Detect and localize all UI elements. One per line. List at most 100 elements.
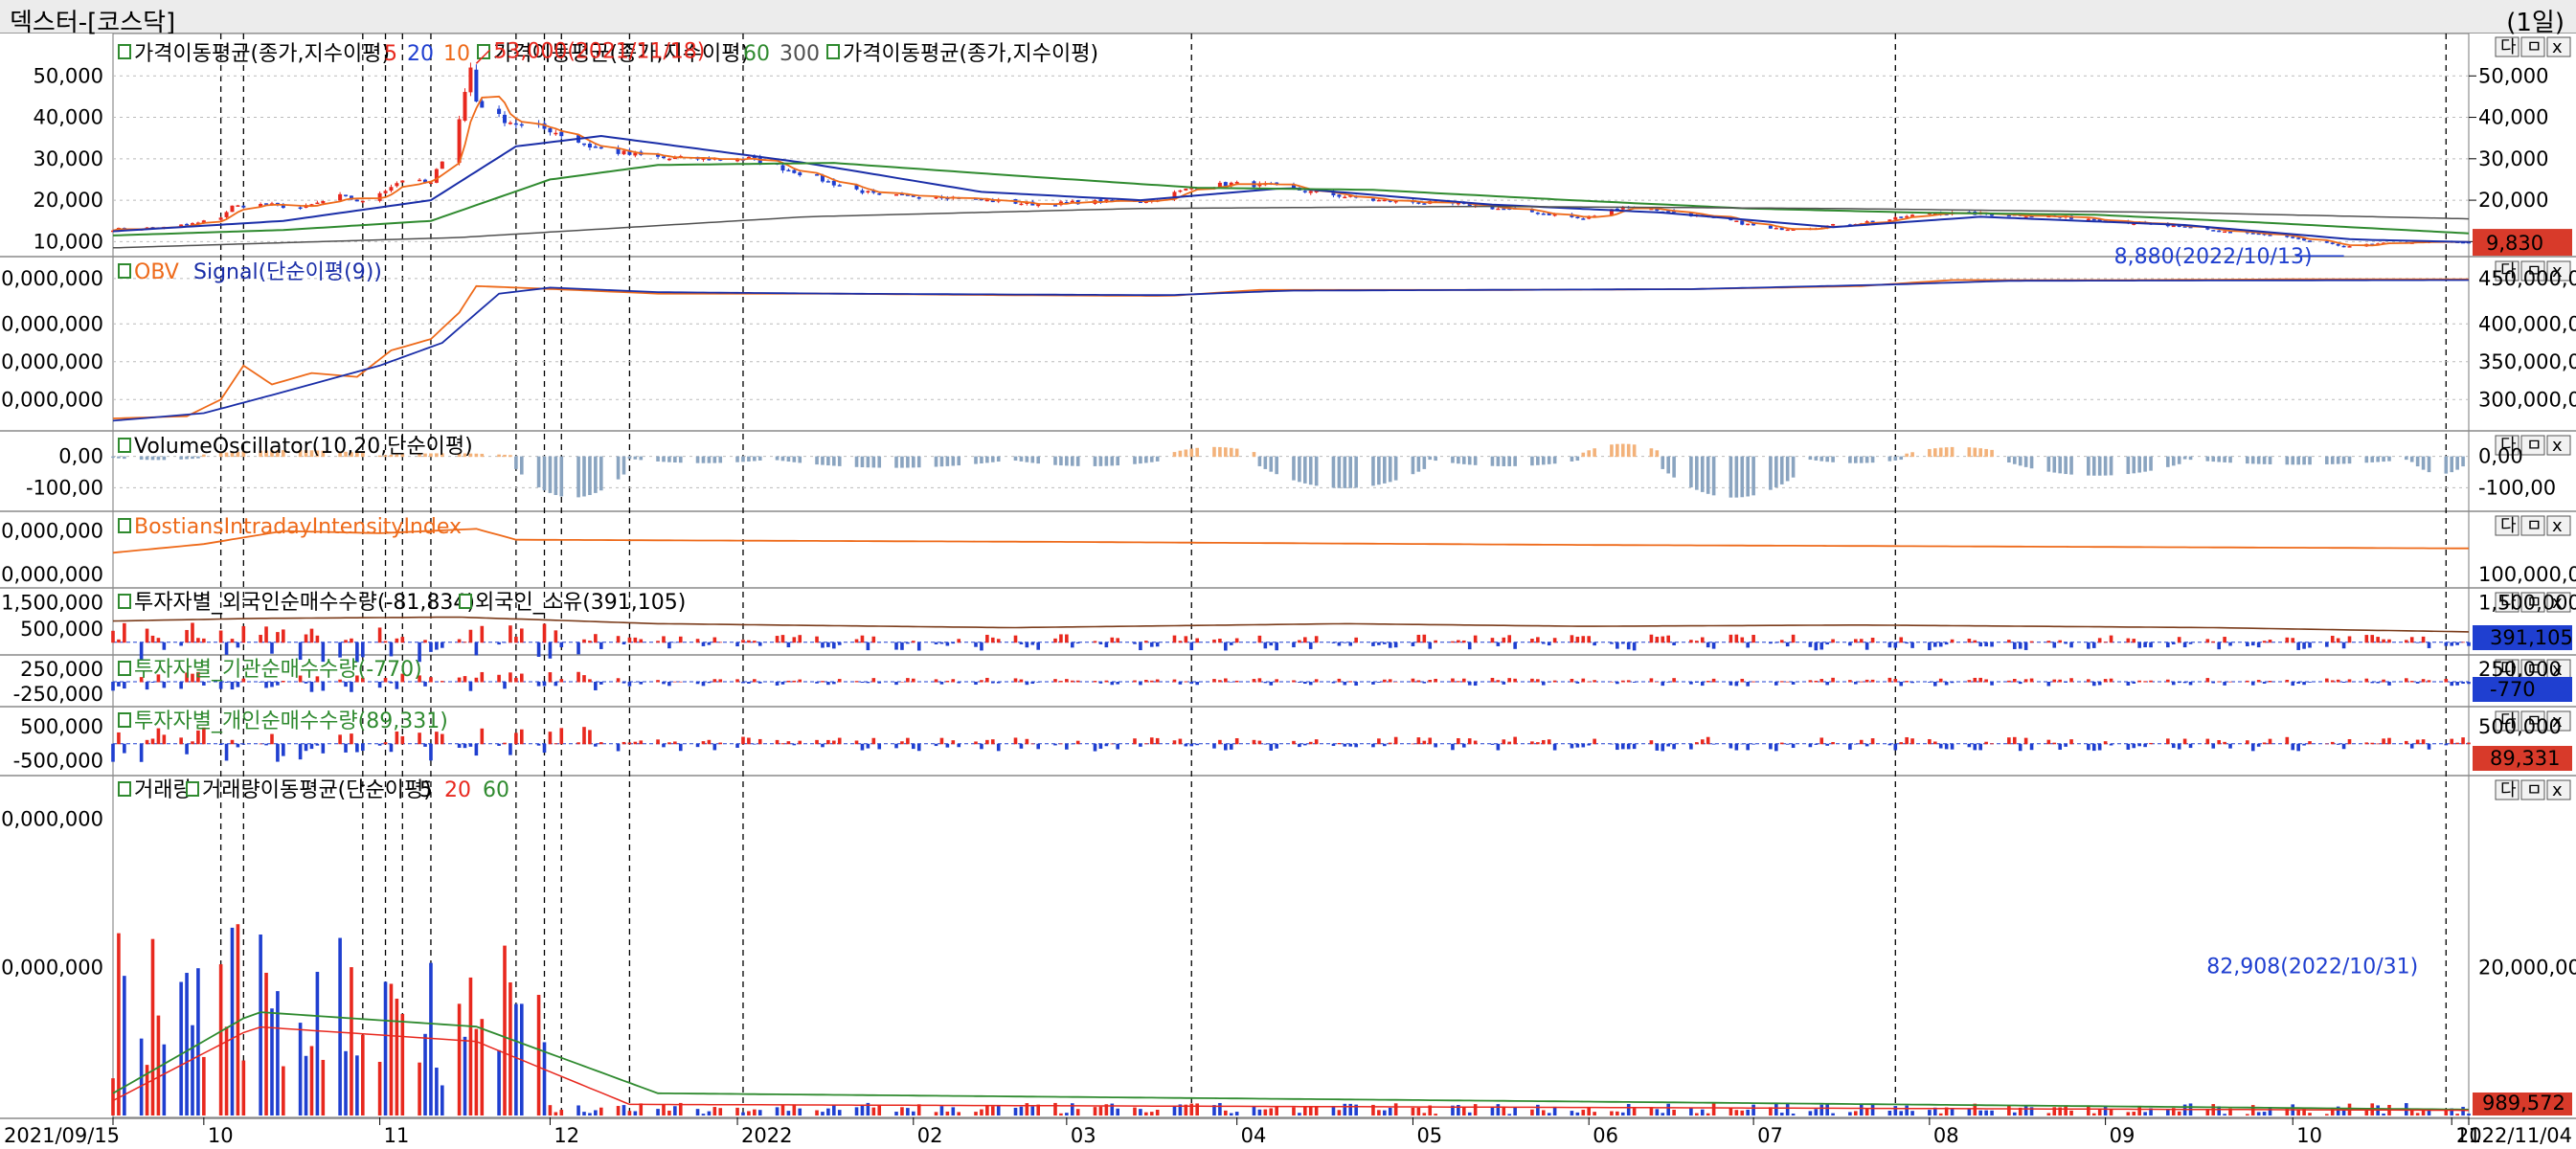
panel-control-label[interactable]: 다: [2500, 711, 2517, 732]
panel-control-label[interactable]: x: [2552, 37, 2563, 57]
panel-control-label[interactable]: x: [2552, 593, 2563, 613]
institution-bar: [1854, 682, 1858, 685]
panel-control-button[interactable]: [2546, 435, 2571, 456]
vo-bar: [2268, 456, 2272, 464]
individual-bar: [1144, 743, 1148, 745]
volume-bar: [1672, 1109, 1676, 1115]
panel-control-label[interactable]: ㅁ: [2526, 660, 2542, 680]
panel-control-label[interactable]: 다: [2500, 261, 2517, 282]
volume-bar: [2268, 1107, 2272, 1115]
volume-bar: [1967, 1109, 1972, 1115]
panel-control-button[interactable]: [2546, 515, 2571, 536]
vo-bar: [2387, 456, 2391, 462]
panel-control-label[interactable]: 다: [2500, 516, 2517, 536]
volume-bar: [1899, 1111, 1904, 1115]
candle-body: [395, 183, 399, 187]
panel-control-button[interactable]: [2495, 36, 2520, 57]
panel-control-button[interactable]: [2495, 260, 2520, 282]
foreign-bar: [854, 639, 859, 643]
individual-bar: [1098, 743, 1103, 749]
panel-control-button[interactable]: [2546, 779, 2571, 800]
institution-bar: [906, 678, 910, 683]
panel-control-label[interactable]: x: [2552, 711, 2563, 732]
panel-control-label[interactable]: 다: [2500, 436, 2517, 456]
panel-control-button[interactable]: [2495, 435, 2520, 456]
panel-control-button[interactable]: [2546, 710, 2571, 732]
volume-bar: [1070, 1103, 1074, 1115]
panel-control-label[interactable]: 다: [2500, 37, 2517, 57]
vo-bar: [1383, 456, 1387, 484]
panel-control-button[interactable]: [2495, 779, 2520, 800]
panel-control-label[interactable]: x: [2552, 780, 2563, 800]
panel-control-label[interactable]: x: [2552, 660, 2563, 680]
panel-control-label[interactable]: 다: [2500, 593, 2517, 613]
panel-control-button[interactable]: [2495, 710, 2520, 732]
panel-control-label[interactable]: ㅁ: [2526, 516, 2542, 536]
individual-bar: [894, 743, 898, 749]
volume-bar: [1189, 1103, 1194, 1115]
panel-control-button[interactable]: [2546, 260, 2571, 282]
panel-control-button[interactable]: [2520, 515, 2545, 536]
vo-bar: [837, 456, 842, 466]
vo-bar: [1791, 456, 1796, 478]
panel-control-label[interactable]: x: [2552, 516, 2563, 536]
vo-bar: [2364, 456, 2369, 463]
panel-control-label[interactable]: ㅁ: [2526, 37, 2542, 57]
panel-control-button[interactable]: [2495, 515, 2520, 536]
volume-bar: [1098, 1106, 1103, 1115]
individual-bar: [1133, 738, 1137, 745]
panel-control-button[interactable]: [2520, 36, 2545, 57]
vo-bar: [1541, 456, 1546, 465]
panel-control-label[interactable]: ㅁ: [2526, 780, 2542, 800]
foreign-bar: [423, 640, 427, 643]
panel-control-button[interactable]: [2546, 592, 2571, 613]
volume-bar: [1292, 1107, 1296, 1115]
volume-bar: [2427, 1110, 2431, 1115]
panel-control-label[interactable]: 다: [2500, 780, 2517, 800]
individual-bar: [701, 741, 706, 745]
vo-bar: [2336, 456, 2340, 464]
volume-bar: [1661, 1113, 1665, 1115]
foreign-bar: [480, 625, 485, 643]
period-indicator[interactable]: (1일): [2506, 9, 2565, 37]
individual-bar: [1910, 738, 1914, 745]
vo-bar: [1422, 456, 1427, 469]
volume-bar: [900, 1107, 904, 1115]
panel-control-label[interactable]: ㅁ: [2526, 261, 2542, 282]
panel-control-label[interactable]: ㅁ: [2526, 436, 2542, 456]
volume-bar: [1059, 1113, 1063, 1115]
individual-bar: [559, 728, 564, 745]
volume-bar: [554, 1112, 558, 1115]
panel-control-button[interactable]: [2520, 435, 2545, 456]
chart-canvas[interactable]: 다 ㅁ x다 ㅁ x다 ㅁ x다 ㅁ x다 ㅁ x다 ㅁ x다 ㅁ x다 ㅁ x50,000 50,00040,0…: [0, 34, 2576, 1149]
panel-control-button[interactable]: [2495, 592, 2520, 613]
institution-bar: [1570, 678, 1574, 683]
panel-control-label[interactable]: ㅁ: [2526, 593, 2542, 613]
individual-bar: [519, 729, 524, 745]
vo-bar: [1984, 448, 1988, 458]
panel-control-button[interactable]: [2520, 592, 2545, 613]
individual-bar: [1331, 743, 1336, 747]
institution-bar: [2182, 682, 2187, 684]
vo-bar: [2058, 456, 2063, 474]
institution-bar: [1848, 680, 1852, 683]
panel-control-button[interactable]: [2520, 710, 2545, 732]
panel-control-button[interactable]: [2546, 36, 2571, 57]
institution-bar: [548, 672, 553, 683]
individual-bar: [1314, 739, 1319, 745]
individual-bar: [1536, 742, 1540, 745]
vo-bar: [1189, 448, 1194, 458]
institution-bar: [2285, 679, 2290, 683]
individual-bar: [2256, 743, 2261, 747]
panel-control-label[interactable]: 다: [2500, 660, 2517, 680]
panel-control-label[interactable]: x: [2552, 261, 2563, 282]
panel-control-label[interactable]: ㅁ: [2526, 711, 2542, 732]
vo-bar: [2341, 456, 2346, 464]
foreign-bar: [2149, 642, 2153, 648]
panel-control-button[interactable]: [2520, 260, 2545, 282]
panel-control-button[interactable]: [2520, 779, 2545, 800]
institution-bar: [1059, 681, 1063, 683]
foreign-bar: [400, 637, 405, 643]
panel-control-label[interactable]: x: [2552, 436, 2563, 456]
individual-bar: [1541, 739, 1546, 745]
